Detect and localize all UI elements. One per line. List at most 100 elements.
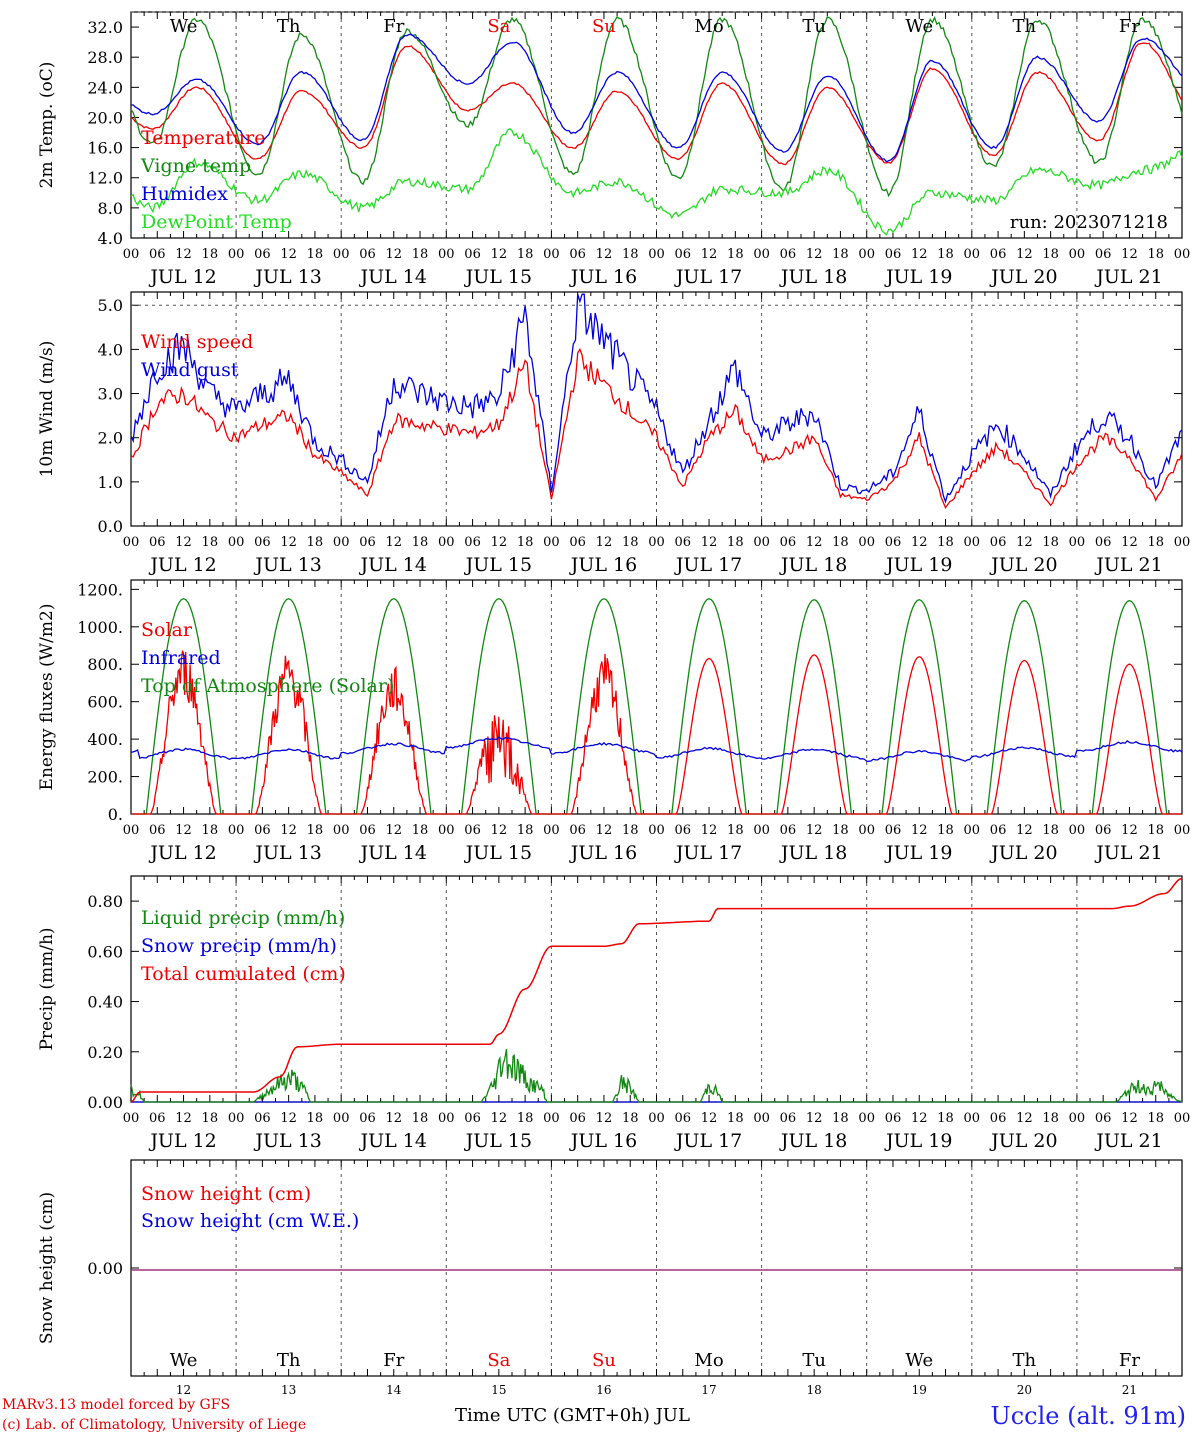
hour-tick-label: 06: [885, 823, 902, 838]
day-name: Th: [1013, 16, 1037, 37]
hour-tick-label: 00: [1174, 823, 1191, 838]
hour-tick-label: 06: [780, 247, 797, 262]
hour-tick-label: 06: [254, 535, 271, 550]
hour-tick-label: 00: [964, 823, 981, 838]
date-label: JUL 12: [148, 842, 216, 864]
hour-tick-label: 12: [806, 1111, 823, 1126]
hour-tick-label: 18: [622, 823, 639, 838]
hour-tick-label: 00: [228, 1111, 245, 1126]
date-label: JUL 16: [569, 842, 637, 864]
hour-tick-label: 12: [911, 535, 928, 550]
hour-tick-label: 12: [701, 1111, 718, 1126]
hour-tick-label: 06: [464, 247, 481, 262]
y-tick-label: 0.0: [98, 517, 123, 536]
hour-tick-label: 06: [990, 247, 1007, 262]
day-name: We: [905, 1350, 933, 1371]
series-solar: [131, 650, 1182, 815]
hour-tick-label: 18: [307, 535, 324, 550]
legend-dewpoint-temp: DewPoint Temp: [141, 211, 292, 233]
hour-tick-label: 00: [438, 823, 455, 838]
hour-tick-label: 00: [964, 535, 981, 550]
day-number: 13: [281, 1383, 296, 1397]
model-credit-line2: (c) Lab. of Climatology, University of L…: [2, 1417, 307, 1433]
hour-tick-label: 06: [990, 535, 1007, 550]
hour-tick-label: 12: [280, 535, 297, 550]
hour-tick-label: 00: [123, 247, 140, 262]
hour-tick-label: 12: [1121, 535, 1138, 550]
hour-tick-label: 12: [911, 1111, 928, 1126]
hour-tick-label: 18: [1042, 823, 1059, 838]
y-axis-label: 10m Wind (m/s): [37, 341, 57, 478]
hour-tick-label: 06: [569, 247, 586, 262]
hour-tick-label: 06: [780, 823, 797, 838]
hour-tick-label: 06: [464, 1111, 481, 1126]
y-tick-label: 200.: [87, 768, 123, 787]
day-name: We: [905, 16, 933, 37]
hour-tick-label: 06: [675, 535, 692, 550]
series-total-cumulated: [130, 877, 1183, 1103]
hour-tick-label: 18: [307, 247, 324, 262]
hour-tick-label: 18: [1042, 535, 1059, 550]
hour-tick-label: 12: [280, 247, 297, 262]
y-tick-label: 8.0: [98, 199, 123, 218]
hour-tick-label: 06: [254, 1111, 271, 1126]
hour-tick-label: 06: [569, 823, 586, 838]
hour-tick-label: 12: [175, 1111, 192, 1126]
hour-tick-label: 06: [359, 1111, 376, 1126]
hour-tick-label: 12: [806, 535, 823, 550]
hour-tick-label: 18: [832, 247, 849, 262]
date-label: JUL 15: [464, 1130, 532, 1152]
legend-vigne-temp: Vigne temp: [140, 155, 251, 177]
hour-tick-label: 06: [990, 1111, 1007, 1126]
date-label: JUL 18: [779, 554, 847, 576]
hour-tick-label: 06: [675, 823, 692, 838]
hour-tick-label: 00: [964, 247, 981, 262]
hour-tick-label: 00: [543, 823, 560, 838]
day-name: Fr: [1119, 1350, 1140, 1371]
legend-snow-height-cm-: Snow height (cm): [141, 1183, 311, 1205]
y-tick-label: 3.0: [98, 385, 123, 404]
hour-tick-label: 00: [648, 823, 665, 838]
hour-tick-label: 18: [412, 247, 429, 262]
hour-tick-label: 12: [491, 535, 508, 550]
hour-tick-label: 12: [1016, 247, 1033, 262]
date-label: JUL 13: [253, 266, 321, 288]
series-humidex: [130, 33, 1183, 163]
date-label: JUL 15: [464, 266, 532, 288]
hour-tick-label: 06: [464, 535, 481, 550]
series-infrared: [130, 736, 1183, 762]
day-name: Mo: [694, 16, 723, 37]
hour-tick-label: 18: [412, 535, 429, 550]
hour-tick-label: 12: [1016, 823, 1033, 838]
hour-tick-label: 18: [307, 1111, 324, 1126]
hour-tick-label: 18: [517, 823, 534, 838]
hour-tick-label: 00: [753, 1111, 770, 1126]
date-label: JUL 16: [569, 266, 637, 288]
date-label: JUL 16: [569, 1130, 637, 1152]
hour-tick-label: 06: [149, 535, 166, 550]
day-number: 15: [491, 1383, 506, 1397]
hour-tick-label: 06: [990, 823, 1007, 838]
y-tick-label: 24.0: [87, 78, 123, 97]
hour-tick-label: 18: [937, 247, 954, 262]
day-name: Sa: [487, 16, 510, 37]
legend-solar: Solar: [141, 619, 193, 641]
day-name: Tu: [802, 1350, 826, 1371]
series-wind-speed: [130, 347, 1183, 510]
date-label: JUL 14: [359, 842, 427, 864]
series-liquid-precip: [130, 1048, 1183, 1103]
date-label: JUL 12: [148, 1130, 216, 1152]
date-label: JUL 19: [884, 266, 952, 288]
day-number: 21: [1122, 1383, 1137, 1397]
hour-tick-label: 00: [228, 823, 245, 838]
legend-wind-gust: Wind gust: [141, 359, 239, 381]
y-tick-label: 0.: [108, 805, 123, 824]
y-axis-label: Energy fluxes (W/m2): [37, 604, 57, 791]
hour-tick-label: 00: [543, 535, 560, 550]
hour-tick-label: 06: [464, 823, 481, 838]
date-label: JUL 15: [464, 554, 532, 576]
hour-tick-label: 18: [937, 823, 954, 838]
date-label: JUL 20: [989, 842, 1057, 864]
hour-tick-label: 00: [648, 247, 665, 262]
hour-tick-label: 18: [622, 247, 639, 262]
